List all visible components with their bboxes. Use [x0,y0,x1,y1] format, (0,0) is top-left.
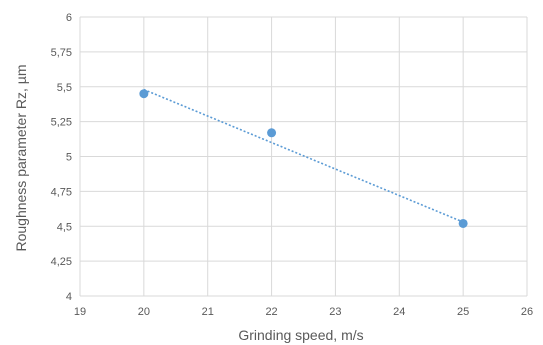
x-tick-labels: 19 20 21 22 23 24 25 26 [74,306,533,318]
data-points [139,89,468,228]
y-axis-title: Roughness parameter Rz, µm [13,64,29,251]
y-tick-label: 5,25 [51,117,72,129]
y-tick-label: 5,5 [57,82,72,94]
data-point [139,89,149,99]
data-point [267,128,277,138]
x-tick-label: 21 [202,306,214,318]
y-tick-label: 4,75 [51,186,72,198]
x-tick-label: 25 [457,306,469,318]
data-point [458,218,468,228]
x-tick-label: 22 [265,306,277,318]
trendline [143,88,464,223]
y-tick-label: 4,5 [57,221,72,233]
x-tick-label: 19 [74,306,86,318]
y-tick-labels: 4 4,25 4,5 4,75 5 5,25 5,5 5,75 6 [51,12,72,303]
trendline-group [143,88,464,223]
x-tick-label: 23 [329,306,341,318]
x-tick-label: 26 [521,306,533,318]
y-tick-label: 5,75 [51,47,72,59]
y-tick-label: 6 [66,12,72,24]
y-tick-label: 4 [66,291,72,303]
x-tick-label: 20 [138,306,150,318]
x-axis-title: Grinding speed, m/s [238,327,363,343]
y-tick-label: 4,25 [51,256,72,268]
x-tick-label: 24 [393,306,405,318]
y-tick-label: 5 [66,152,72,164]
